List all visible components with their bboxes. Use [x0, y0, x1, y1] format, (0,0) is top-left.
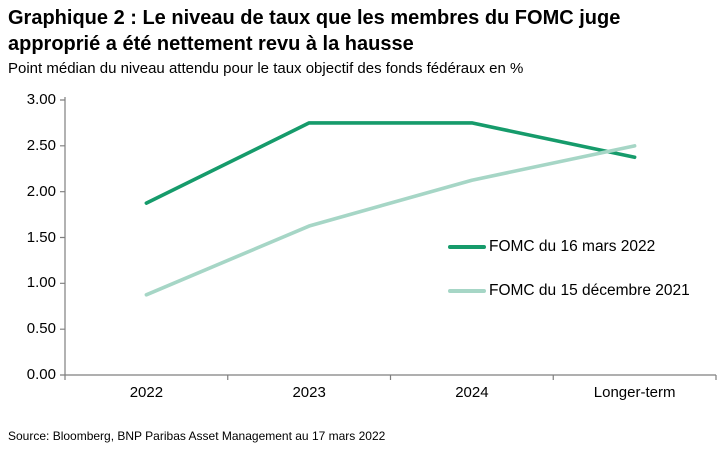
y-axis-tick-label: 2.50: [26, 136, 56, 154]
chart-title: Graphique 2 : Le niveau de taux que les …: [8, 7, 621, 55]
x-axis-tick-label: 2022: [129, 384, 164, 401]
legend: FOMC du 16 mars 2022 FOMC du 15 décembre …: [448, 238, 690, 300]
legend-item: FOMC du 16 mars 2022: [448, 238, 690, 256]
y-axis-tick-label: 0.50: [26, 320, 56, 338]
chart-subtitle: Point médian du niveau attendu pour le t…: [8, 60, 524, 77]
series-line-0: [144, 121, 637, 205]
x-axis-tick-label: 2024: [455, 384, 489, 401]
x-axis-tick-label: 2023: [292, 384, 326, 401]
legend-item: FOMC du 15 décembre 2021: [448, 282, 690, 300]
y-axis-tick-label: 0.00: [26, 366, 56, 383]
legend-swatch: [448, 289, 486, 293]
axes: [60, 97, 717, 380]
y-axis-tick-label: 1.00: [26, 274, 56, 292]
y-axis-tick-label: 2.00: [26, 182, 56, 200]
legend-label: FOMC du 15 décembre 2021: [489, 282, 690, 299]
y-axis-tick-label: 1.50: [26, 228, 56, 246]
series-line-1: [144, 144, 637, 297]
x-axis-tick-label: Longer-term: [593, 384, 676, 401]
source-note: Source: Bloomberg, BNP Paribas Asset Man…: [8, 429, 386, 443]
legend-label: FOMC du 16 mars 2022: [489, 238, 656, 255]
y-axis-tick-label: 3.00: [26, 91, 56, 108]
legend-swatch: [448, 245, 486, 249]
